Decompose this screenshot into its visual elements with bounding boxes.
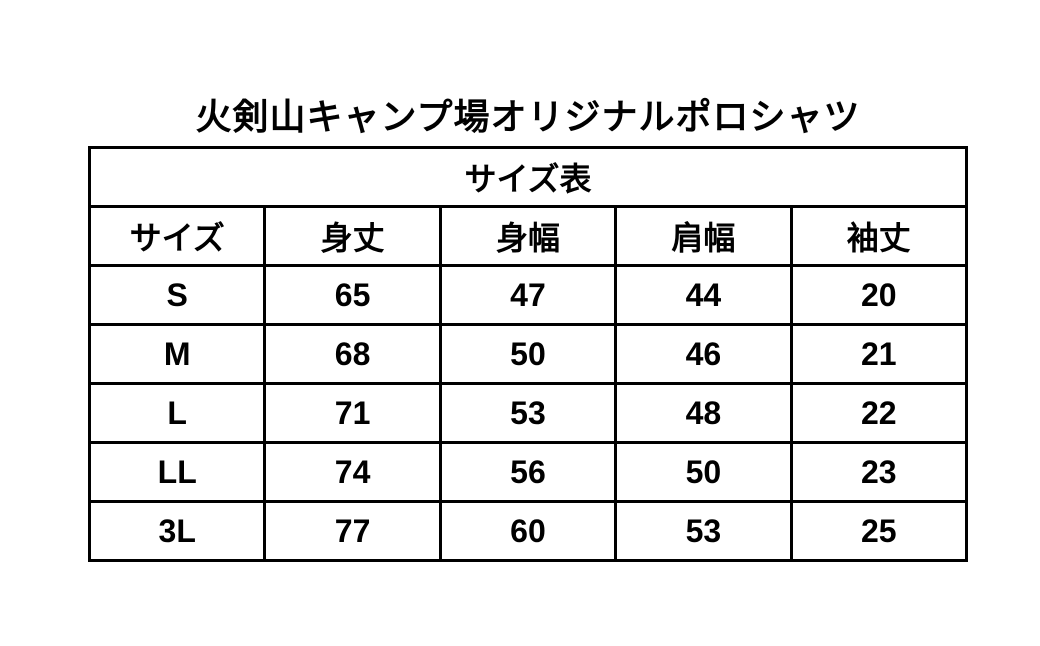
column-header-sleeve-length: 袖丈: [789, 205, 969, 267]
table-row-ll: LL 74 56 50 23: [87, 441, 969, 503]
cell-sleeve-length: 22: [789, 382, 969, 444]
cell-size-label: 3L: [87, 500, 267, 562]
cell-body-length: 71: [263, 382, 442, 444]
table-caption-row: サイズ表: [88, 146, 968, 208]
cell-size-label: LL: [87, 441, 267, 503]
cell-body-width: 47: [438, 264, 618, 326]
cell-shoulder-width: 44: [614, 264, 793, 326]
cell-sleeve-length: 25: [789, 500, 969, 562]
size-table: サイズ表 サイズ 身丈 身幅 肩幅 袖丈 S 65 47 44 20 M 68 …: [87, 146, 969, 562]
cell-size-label: L: [87, 382, 267, 444]
cell-shoulder-width: 53: [614, 500, 793, 562]
table-caption: サイズ表: [88, 146, 968, 208]
cell-body-length: 68: [263, 323, 442, 385]
cell-shoulder-width: 46: [614, 323, 793, 385]
cell-shoulder-width: 50: [614, 441, 793, 503]
table-row-3l: 3L 77 60 53 25: [87, 500, 969, 562]
column-header-shoulder-width: 肩幅: [614, 205, 793, 267]
cell-shoulder-width: 48: [614, 382, 793, 444]
cell-body-length: 77: [263, 500, 442, 562]
cell-size-label: M: [87, 323, 267, 385]
cell-sleeve-length: 20: [789, 264, 969, 326]
table-row-l: L 71 53 48 22: [87, 382, 969, 444]
table-row-m: M 68 50 46 21: [87, 323, 969, 385]
cell-body-width: 50: [438, 323, 618, 385]
table-row-s: S 65 47 44 20: [87, 264, 969, 326]
cell-body-length: 74: [263, 441, 442, 503]
table-header-row: サイズ 身丈 身幅 肩幅 袖丈: [87, 205, 969, 267]
page-title: 火剣山キャンプ場オリジナルポロシャツ: [195, 96, 861, 137]
cell-sleeve-length: 21: [789, 323, 969, 385]
cell-body-length: 65: [263, 264, 442, 326]
cell-size-label: S: [87, 264, 267, 326]
cell-body-width: 60: [438, 500, 618, 562]
cell-body-width: 56: [438, 441, 618, 503]
cell-body-width: 53: [438, 382, 618, 444]
column-header-body-width: 身幅: [438, 205, 618, 267]
column-header-size: サイズ: [87, 205, 267, 267]
column-header-body-length: 身丈: [263, 205, 442, 267]
cell-sleeve-length: 23: [789, 441, 969, 503]
